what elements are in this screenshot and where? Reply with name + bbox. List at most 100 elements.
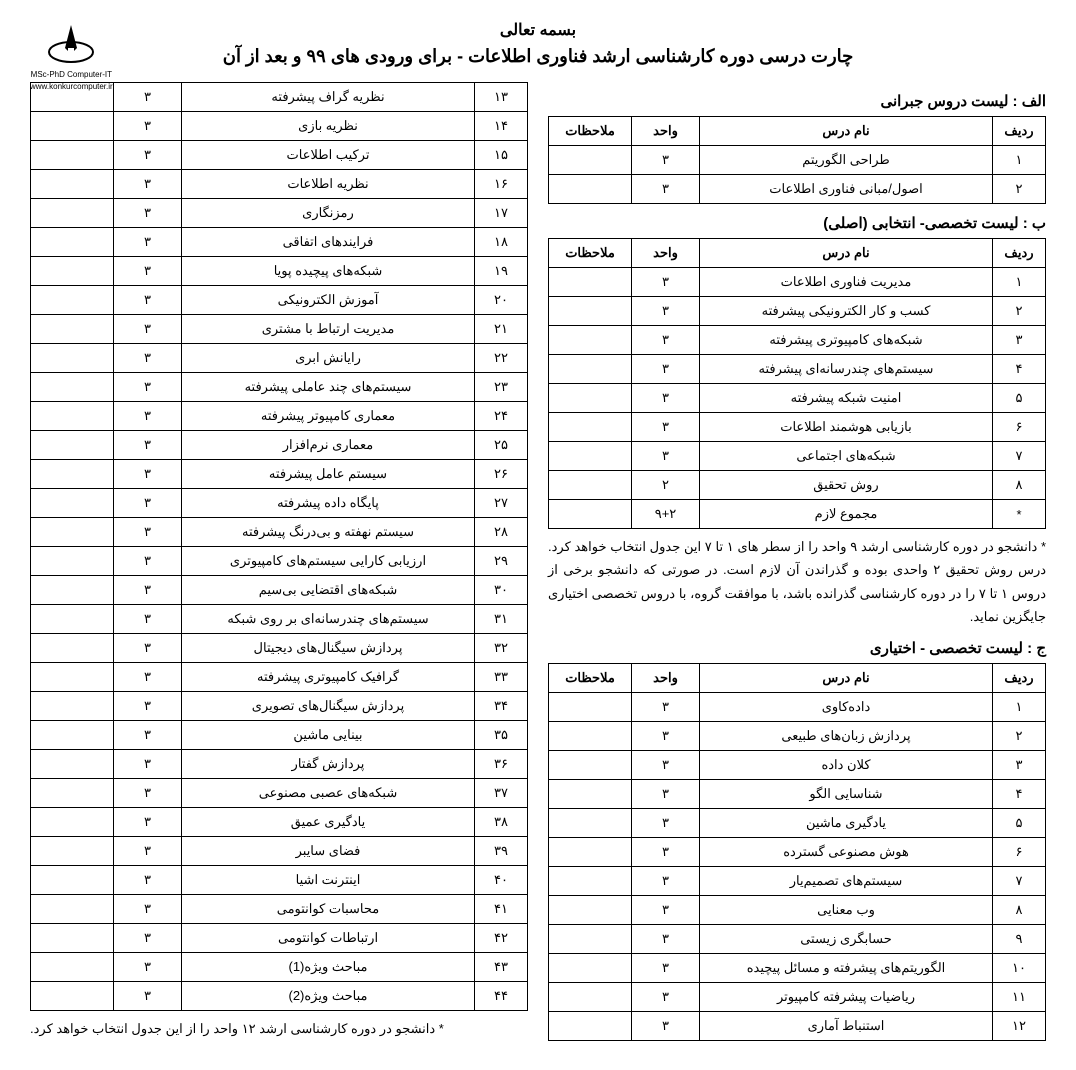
- row-num: ۱: [993, 692, 1046, 721]
- row-num: ۱۹: [475, 257, 528, 286]
- units: ۲: [632, 471, 700, 500]
- notes: [549, 924, 632, 953]
- units: ۳: [114, 895, 182, 924]
- table-row: ۳شبکه‌های کامپیوتری پیشرفته۳: [549, 326, 1046, 355]
- course-name: هوش مصنوعی گسترده: [700, 837, 993, 866]
- units: ۳: [632, 866, 700, 895]
- page-header: MSc-PhD Computer-IT www.konkurcomputer.i…: [30, 20, 1046, 67]
- units: ۳: [114, 344, 182, 373]
- units: ۳: [114, 605, 182, 634]
- row-num: ۹: [993, 924, 1046, 953]
- course-name: یادگیری عمیق: [182, 808, 475, 837]
- table-row: ۱داده‌کاوی۳: [549, 692, 1046, 721]
- content-columns: الف : لیست دروس جبرانی ردیف نام درس واحد…: [30, 82, 1046, 1050]
- course-name: پردازش گفتار: [182, 750, 475, 779]
- notes: [31, 315, 114, 344]
- row-num: ۲: [993, 721, 1046, 750]
- course-name: نظریه اطلاعات: [182, 170, 475, 199]
- course-name: نظریه بازی: [182, 112, 475, 141]
- table-row: ۹حسابگری زیستی۳: [549, 924, 1046, 953]
- row-num: ۲۲: [475, 344, 528, 373]
- units: ۳: [632, 268, 700, 297]
- table-row: ۲۵معماری نرم‌افزار۳: [31, 431, 528, 460]
- units: ۳: [114, 721, 182, 750]
- row-num: ۱۱: [993, 982, 1046, 1011]
- course-name: رمزنگاری: [182, 199, 475, 228]
- th-units: واحد: [632, 663, 700, 692]
- course-name: سیستم نهفته و بی‌درنگ پیشرفته: [182, 518, 475, 547]
- notes: [31, 982, 114, 1011]
- notes: [31, 141, 114, 170]
- row-num: ۱: [993, 268, 1046, 297]
- notes: [549, 384, 632, 413]
- course-name: بینایی ماشین: [182, 721, 475, 750]
- row-num: ۳۷: [475, 779, 528, 808]
- notes: [31, 750, 114, 779]
- notes: [31, 692, 114, 721]
- notes: [549, 442, 632, 471]
- th-name: نام درس: [700, 239, 993, 268]
- row-num: ۲۹: [475, 547, 528, 576]
- table-row: ۴۴مباحث ویژه(2)۳: [31, 982, 528, 1011]
- course-name: ریاضیات پیشرفته کامپیوتر: [700, 982, 993, 1011]
- th-notes: ملاحظات: [549, 663, 632, 692]
- notes: [549, 326, 632, 355]
- table-row: ۳۹فضای سایبر۳: [31, 837, 528, 866]
- table-row: ۷سیستم‌های تصمیم‌یار۳: [549, 866, 1046, 895]
- notes: [31, 721, 114, 750]
- course-name: مجموع لازم: [700, 500, 993, 529]
- course-name: ارتباطات کوانتومی: [182, 924, 475, 953]
- table-row: ۲۳سیستم‌های چند عاملی پیشرفته۳: [31, 373, 528, 402]
- table-row: ۲۸سیستم نهفته و بی‌درنگ پیشرفته۳: [31, 518, 528, 547]
- notes: [31, 518, 114, 547]
- row-num: ۱۴: [475, 112, 528, 141]
- table-row: ۵امنیت شبکه پیشرفته۳: [549, 384, 1046, 413]
- units: ۳: [114, 83, 182, 112]
- table-row: ۲کسب و کار الکترونیکی پیشرفته۳: [549, 297, 1046, 326]
- notes: [549, 146, 632, 175]
- units: ۳: [632, 750, 700, 779]
- units: ۳: [632, 721, 700, 750]
- course-name: پردازش سیگنال‌های تصویری: [182, 692, 475, 721]
- table-row: ۲پردازش زبان‌های طبیعی۳: [549, 721, 1046, 750]
- row-num: ۷: [993, 866, 1046, 895]
- units: ۳: [114, 402, 182, 431]
- course-name: یادگیری ماشین: [700, 808, 993, 837]
- table-row: ۱۷رمزنگاری۳: [31, 199, 528, 228]
- units: ۳: [114, 373, 182, 402]
- course-name: مباحث ویژه(2): [182, 982, 475, 1011]
- table-row: ۳۴پردازش سیگنال‌های تصویری۳: [31, 692, 528, 721]
- units: ۳: [632, 895, 700, 924]
- table-row: ۳۲پردازش سیگنال‌های دیجیتال۳: [31, 634, 528, 663]
- course-name: سیستم‌های تصمیم‌یار: [700, 866, 993, 895]
- notes: [31, 402, 114, 431]
- row-num: ۲۸: [475, 518, 528, 547]
- notes: [31, 895, 114, 924]
- table-row: ۳۶پردازش گفتار۳: [31, 750, 528, 779]
- row-num: ۵: [993, 808, 1046, 837]
- course-name: ترکیب اطلاعات: [182, 141, 475, 170]
- course-name: مباحث ویژه(1): [182, 953, 475, 982]
- notes: [31, 199, 114, 228]
- units: ۳: [632, 924, 700, 953]
- table-b: ردیف نام درس واحد ملاحظات ۱مدیریت فناوری…: [548, 238, 1046, 529]
- row-num: ۴۳: [475, 953, 528, 982]
- row-num: ۲۶: [475, 460, 528, 489]
- units: ۹+۲: [632, 500, 700, 529]
- row-num: ۲: [993, 175, 1046, 204]
- course-name: سیستم‌های چند عاملی پیشرفته: [182, 373, 475, 402]
- logo-text-2: www.konkurcomputer.ir: [30, 82, 113, 92]
- course-name: شناسایی الگو: [700, 779, 993, 808]
- table-row: ۸وب معنایی۳: [549, 895, 1046, 924]
- units: ۳: [632, 779, 700, 808]
- notes: [549, 692, 632, 721]
- row-num: ۳: [993, 750, 1046, 779]
- notes: [31, 924, 114, 953]
- logo-text-1: MSc-PhD Computer-IT: [30, 70, 113, 80]
- row-num: ۱۲: [993, 1011, 1046, 1040]
- th-name: نام درس: [700, 663, 993, 692]
- notes: [549, 895, 632, 924]
- course-name: استنباط آماری: [700, 1011, 993, 1040]
- course-name: فضای سایبر: [182, 837, 475, 866]
- th-row: ردیف: [993, 663, 1046, 692]
